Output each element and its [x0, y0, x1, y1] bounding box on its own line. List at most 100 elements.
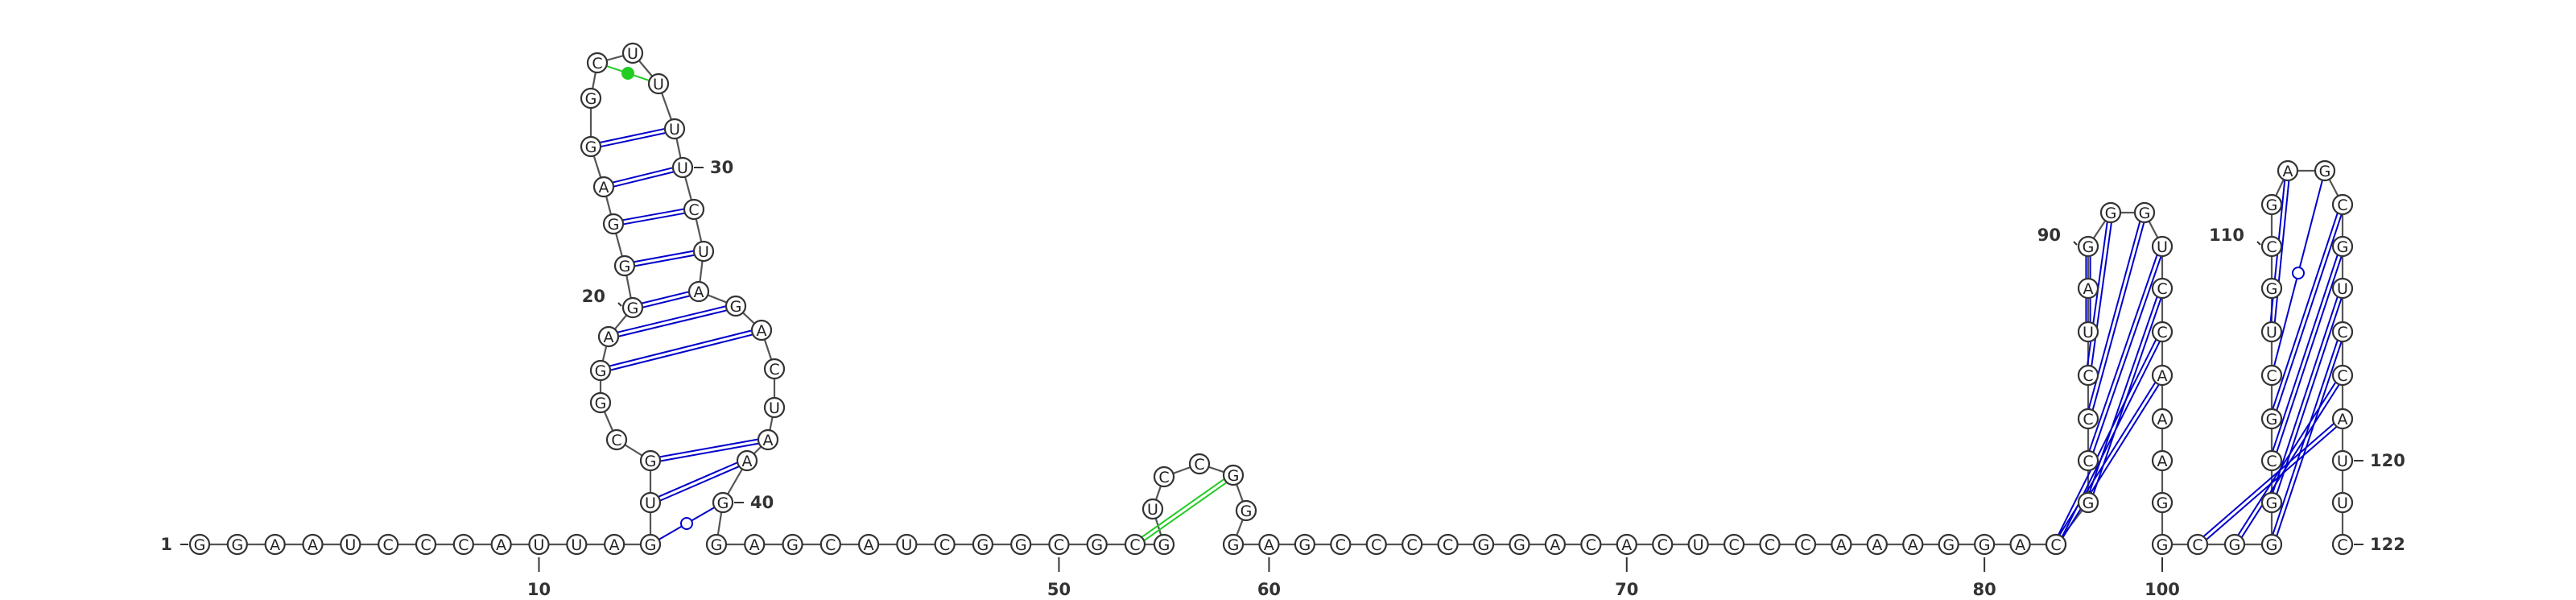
nucleotide-circle	[226, 533, 248, 556]
nucleotide: G	[639, 533, 662, 556]
nucleotide: U	[566, 533, 588, 556]
nucleotide-circle	[2077, 364, 2099, 387]
nucleotide-letter: G	[2337, 238, 2349, 256]
nucleotide-circle	[604, 533, 625, 556]
nucleotide: G	[2151, 491, 2174, 514]
nucleotide-letter: C	[611, 432, 621, 449]
nucleotide: G	[1472, 533, 1495, 556]
nucleotide: C	[586, 52, 609, 74]
nucleotide: G	[621, 296, 644, 319]
nucleotide-circle	[2009, 533, 2031, 556]
nucleotide-letter: A	[496, 536, 506, 554]
nucleotide-letter: C	[2337, 536, 2347, 554]
nucleotide-letter: A	[1908, 536, 1918, 554]
nucleotide: A	[857, 533, 880, 556]
nucleotide: C	[2077, 449, 2099, 472]
nucleotide-letter: U	[627, 45, 638, 63]
nucleotide-letter: U	[1147, 501, 1158, 519]
nucleotide: C	[1759, 533, 1781, 556]
nucleotide-circle	[2151, 277, 2174, 300]
nucleotide: G	[589, 391, 612, 414]
nucleotide-circle	[2331, 449, 2354, 472]
nucleotide: C	[1048, 533, 1070, 556]
nucleotide: A	[1902, 533, 1924, 556]
position-label: 10	[527, 580, 551, 599]
base-pair-line	[2276, 341, 2343, 536]
nucleotide-circle	[683, 198, 705, 221]
nucleotide-letter: C	[1335, 536, 1346, 554]
nucleotide-circle	[1472, 533, 1495, 556]
base-pair-line	[2091, 222, 2112, 366]
nucleotide: G	[724, 295, 747, 317]
nucleotide: C	[934, 533, 956, 556]
base-pair-line	[2276, 297, 2343, 494]
nucleotide-letter: G	[1241, 503, 1253, 520]
nucleotide-circle	[1222, 533, 1245, 556]
nucleotide-circle	[2260, 408, 2283, 430]
nucleotide-circle	[586, 52, 609, 74]
nucleotide: C	[605, 428, 628, 451]
nucleotide: C	[2260, 235, 2283, 258]
nucleotide-circle	[763, 358, 786, 380]
nucleotide-letter: U	[534, 536, 545, 554]
nucleotide-letter: G	[2139, 205, 2151, 222]
nucleotide-letter: C	[2050, 536, 2061, 554]
nucleotide: G	[2260, 491, 2283, 514]
base-pair-line	[623, 212, 685, 226]
nucleotide-circle	[663, 118, 686, 140]
base-pair-line	[617, 305, 726, 333]
nucleotide: U	[2260, 321, 2283, 343]
nucleotide: A	[1544, 533, 1567, 556]
nucleotide-letter: G	[231, 536, 243, 554]
nucleotide-circle	[621, 296, 644, 319]
base-pair-line	[618, 309, 728, 337]
base-pair-line	[610, 333, 753, 371]
base-pair-line	[641, 291, 689, 304]
nucleotide-letter: U	[2266, 324, 2277, 341]
nucleotide: U	[528, 533, 550, 556]
base-pair-line	[2202, 423, 2334, 537]
nucleotide: G	[1222, 464, 1245, 486]
nucleotide-letter: C	[1371, 536, 1381, 554]
nucleotide-letter: G	[1091, 536, 1103, 554]
nucleotide: G	[2077, 235, 2099, 258]
nucleotide-letter: A	[2015, 536, 2025, 554]
nucleotide-letter: A	[270, 536, 280, 554]
nucleotide: C	[1580, 533, 1602, 556]
nucleotide-circle	[819, 533, 841, 556]
nucleotide-letter: G	[645, 453, 657, 470]
nucleotide: C	[378, 533, 399, 556]
nucleotide-letter: C	[1443, 536, 1453, 554]
nucleotide-circle	[2151, 408, 2174, 430]
nucleotide-letter: G	[627, 300, 639, 317]
nucleotide: U	[663, 118, 686, 140]
nucleotide-circle	[782, 533, 803, 556]
nucleotide-circle	[896, 533, 918, 556]
nucleotide-circle	[2260, 321, 2283, 343]
nucleotide-letter: C	[1800, 536, 1810, 554]
nucleotide-circle	[757, 428, 779, 451]
nucleotide-circle	[1330, 533, 1352, 556]
nucleotide-circle	[2151, 321, 2174, 343]
base-pair-layer	[599, 64, 2343, 542]
position-label: 100	[2145, 580, 2180, 599]
base-pair-line	[599, 127, 665, 143]
nucleotide-letter: G	[2266, 280, 2278, 298]
nucleotide: C	[2331, 321, 2354, 343]
nucleotide-letter: G	[1513, 536, 1525, 554]
nucleotide: C	[1124, 533, 1146, 556]
base-pair-line	[2272, 254, 2339, 452]
nucleotide: C	[452, 533, 474, 556]
nucleotide-letter: G	[194, 536, 206, 554]
nucleotide-circle	[934, 533, 956, 556]
nucleotide-letter: U	[677, 159, 688, 177]
nucleotide: C	[2260, 449, 2283, 472]
nucleotide-circle	[340, 533, 361, 556]
nucleotide: C	[1794, 533, 1817, 556]
nucleotide: C	[1365, 533, 1387, 556]
base-pair-line	[634, 250, 694, 263]
nucleotide-letter: G	[1942, 536, 1955, 554]
base-pair-line	[642, 295, 691, 308]
nucleotide: G	[705, 533, 728, 556]
